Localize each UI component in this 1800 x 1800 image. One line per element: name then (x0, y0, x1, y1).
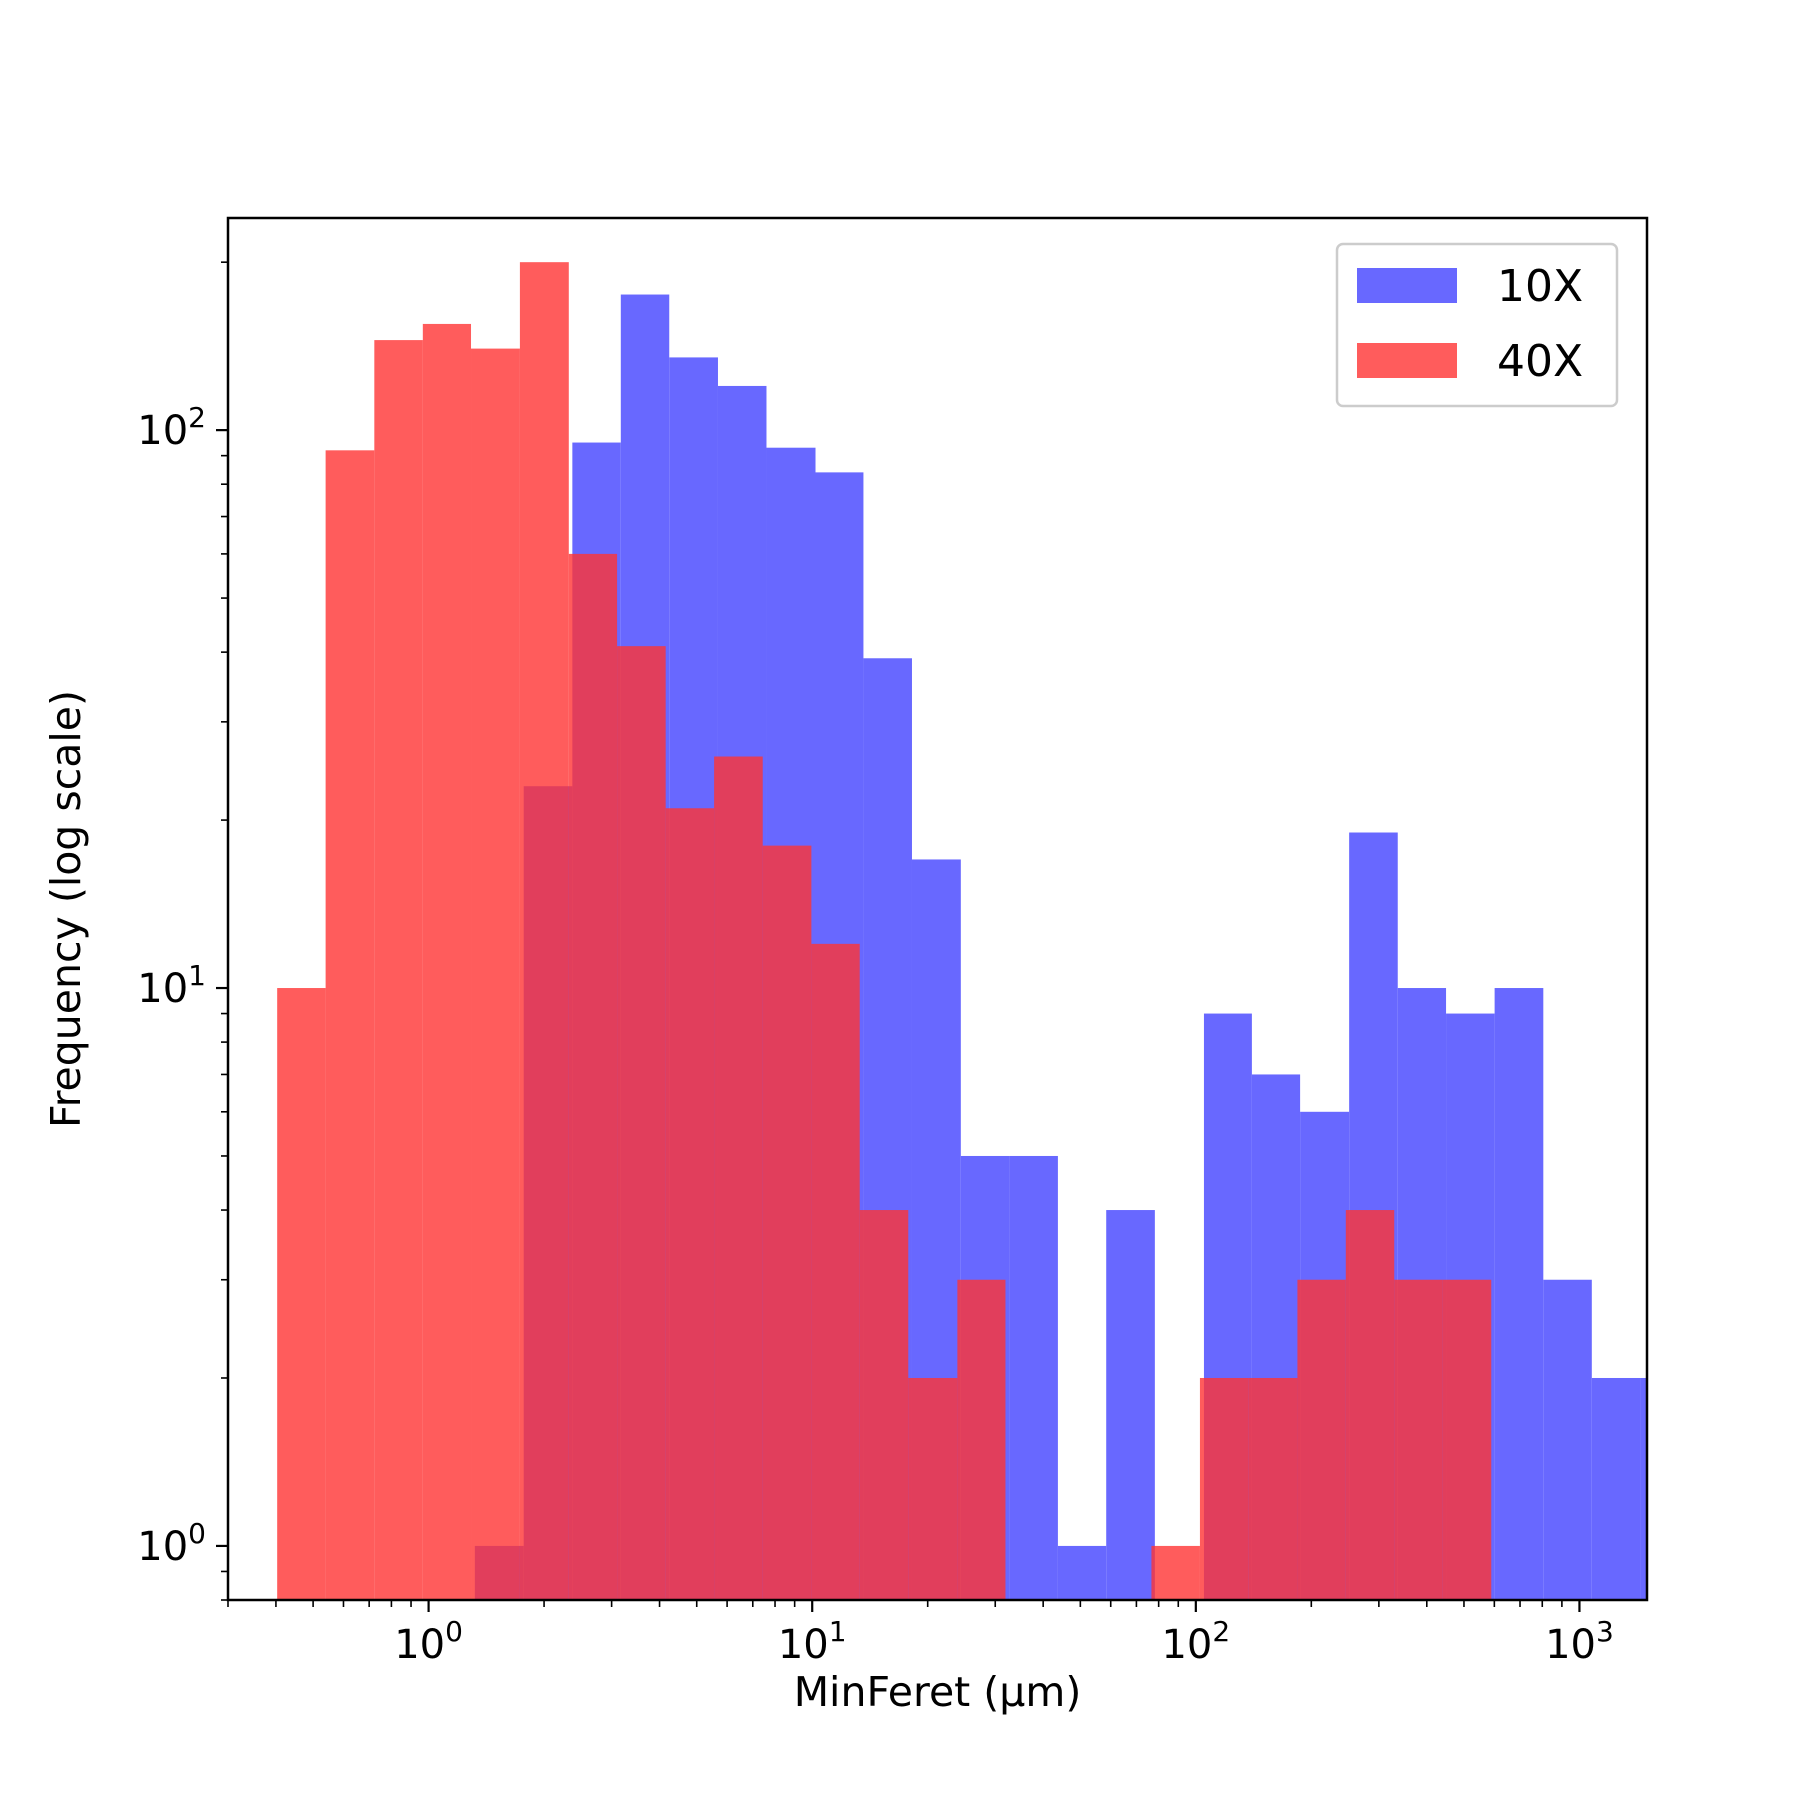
y-tick-label-2: 102 (137, 401, 206, 454)
bar-40x-1 (325, 450, 375, 1601)
bar-40x-3 (422, 323, 472, 1601)
bar-10x-13 (1106, 1210, 1155, 1600)
bar-40x-11 (811, 943, 860, 1600)
bar-40x-22 (1345, 1210, 1395, 1600)
bar-40x-6 (568, 553, 618, 1600)
ticks-layer: 100 101 102 103 100 101 102 (137, 261, 1614, 1668)
x-tick-label-2: 102 (1161, 1615, 1230, 1668)
legend-swatch-10x (1357, 268, 1457, 303)
bar-10x-24 (1640, 1377, 1647, 1600)
bar-10x-22 (1543, 1279, 1592, 1600)
bar-10x-11 (1009, 1155, 1058, 1600)
x-tick-label-3: 103 (1545, 1615, 1614, 1668)
x-axis-label: MinFeret (µm) (794, 1668, 1082, 1716)
bar-40x-24 (1442, 1279, 1492, 1600)
bar-40x-2 (374, 340, 423, 1600)
bars-layer (277, 262, 1647, 1601)
y-axis-label: Frequency (log scale) (42, 690, 90, 1128)
bar-40x-18 (1151, 1545, 1200, 1600)
bar-40x-0 (277, 988, 326, 1600)
bar-10x-21 (1494, 988, 1544, 1600)
bar-40x-21 (1297, 1279, 1346, 1600)
bar-40x-20 (1248, 1377, 1298, 1600)
bar-40x-8 (665, 808, 715, 1600)
bar-10x-12 (1057, 1545, 1107, 1600)
bar-10x-23 (1591, 1377, 1641, 1600)
legend-label-10x: 10X (1497, 261, 1583, 312)
bar-40x-10 (762, 845, 812, 1600)
y-tick-label-0: 100 (137, 1517, 206, 1570)
plot-frame (226, 216, 1649, 1602)
bar-40x-7 (617, 646, 666, 1600)
legend-swatch-40x (1357, 343, 1457, 378)
legend-label-40x: 40X (1497, 336, 1583, 387)
y-tick-label-1: 101 (137, 959, 206, 1012)
x-tick-label-0: 100 (394, 1615, 463, 1668)
x-tick-label-1: 101 (778, 1615, 847, 1668)
bar-40x-5 (519, 262, 569, 1600)
bar-40x-23 (1394, 1279, 1443, 1600)
bar-40x-12 (859, 1210, 909, 1600)
bar-40x-13 (908, 1377, 958, 1600)
bar-40x-4 (471, 348, 520, 1601)
bar-40x-14 (957, 1279, 1006, 1600)
bar-40x-19 (1199, 1377, 1249, 1600)
bar-40x-9 (714, 756, 763, 1600)
